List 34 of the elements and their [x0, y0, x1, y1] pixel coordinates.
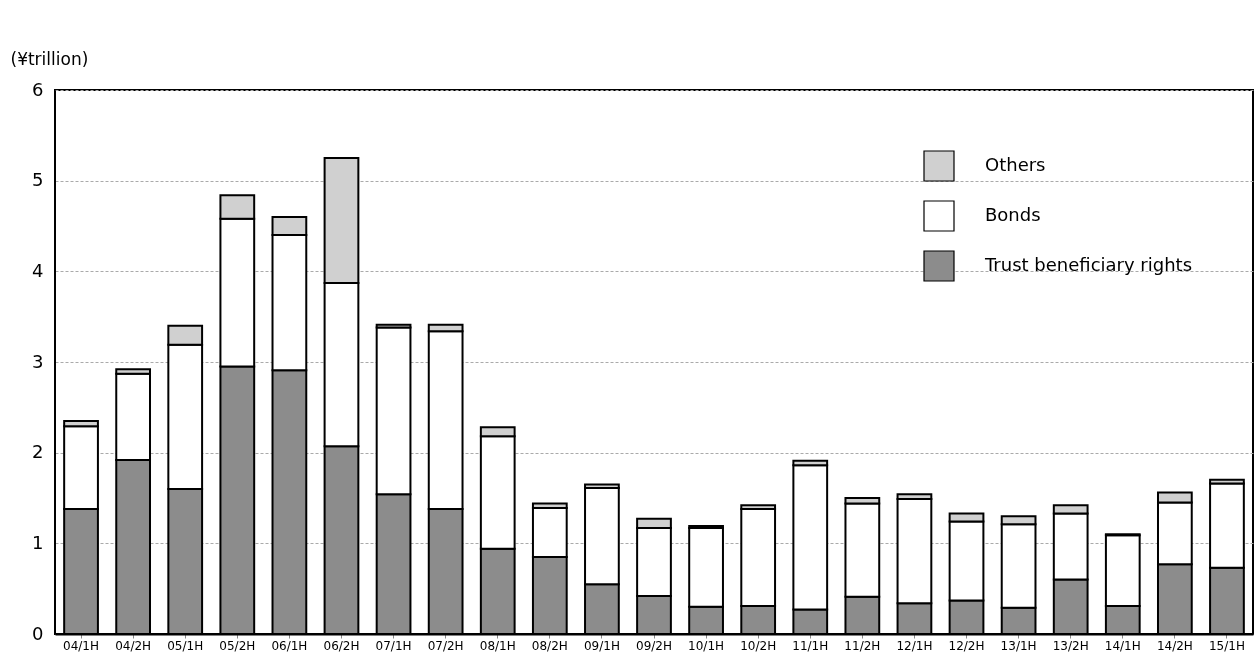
x-tick-label: 13/2H — [1052, 638, 1089, 653]
x-tick-label: 06/2H — [323, 638, 360, 653]
x-tick-label: 15/1H — [1208, 638, 1245, 653]
y-tick-label: 3 — [32, 350, 44, 372]
x-tick-label: 11/1H — [792, 638, 829, 653]
y-tick-label: 4 — [32, 259, 44, 281]
y-axis-title: (¥trillion) — [10, 48, 89, 69]
x-tick-label: 09/2H — [636, 638, 672, 653]
y-tick-label: 2 — [32, 441, 44, 463]
x-tick-label: 07/2H — [427, 638, 464, 653]
y-tick-label: 5 — [32, 169, 44, 191]
x-tick-label: 09/1H — [583, 638, 620, 653]
x-tick-label: 12/2H — [948, 638, 985, 653]
x-tick-label: 07/1H — [375, 638, 412, 653]
x-tick-label: 08/1H — [479, 638, 516, 653]
x-tick-label: 05/1H — [167, 638, 204, 653]
x-tick-label: 10/1H — [688, 638, 725, 653]
x-tick-label: 04/2H — [115, 638, 152, 653]
y-tick-label: 1 — [32, 531, 44, 553]
x-tick-label: 14/1H — [1104, 638, 1141, 653]
x-tick-label: 04/1H — [63, 638, 100, 653]
x-tick-label: 12/1H — [896, 638, 933, 653]
x-tick-label: 06/1H — [271, 638, 308, 653]
legend-label: Others — [985, 154, 1046, 175]
legend-label: Trust beneficiary rights — [984, 254, 1193, 275]
x-tick-label: 13/1H — [1000, 638, 1037, 653]
x-tick-label: 10/2H — [740, 638, 777, 653]
y-tick-label: 6 — [32, 78, 44, 100]
x-tick-label: 05/2H — [219, 638, 256, 653]
x-tick-label: 08/2H — [531, 638, 568, 653]
x-tick-label: 14/2H — [1156, 638, 1193, 653]
legend-label: Bonds — [985, 204, 1041, 225]
x-tick-label: 11/2H — [844, 638, 881, 653]
y-tick-label: 0 — [32, 622, 44, 644]
